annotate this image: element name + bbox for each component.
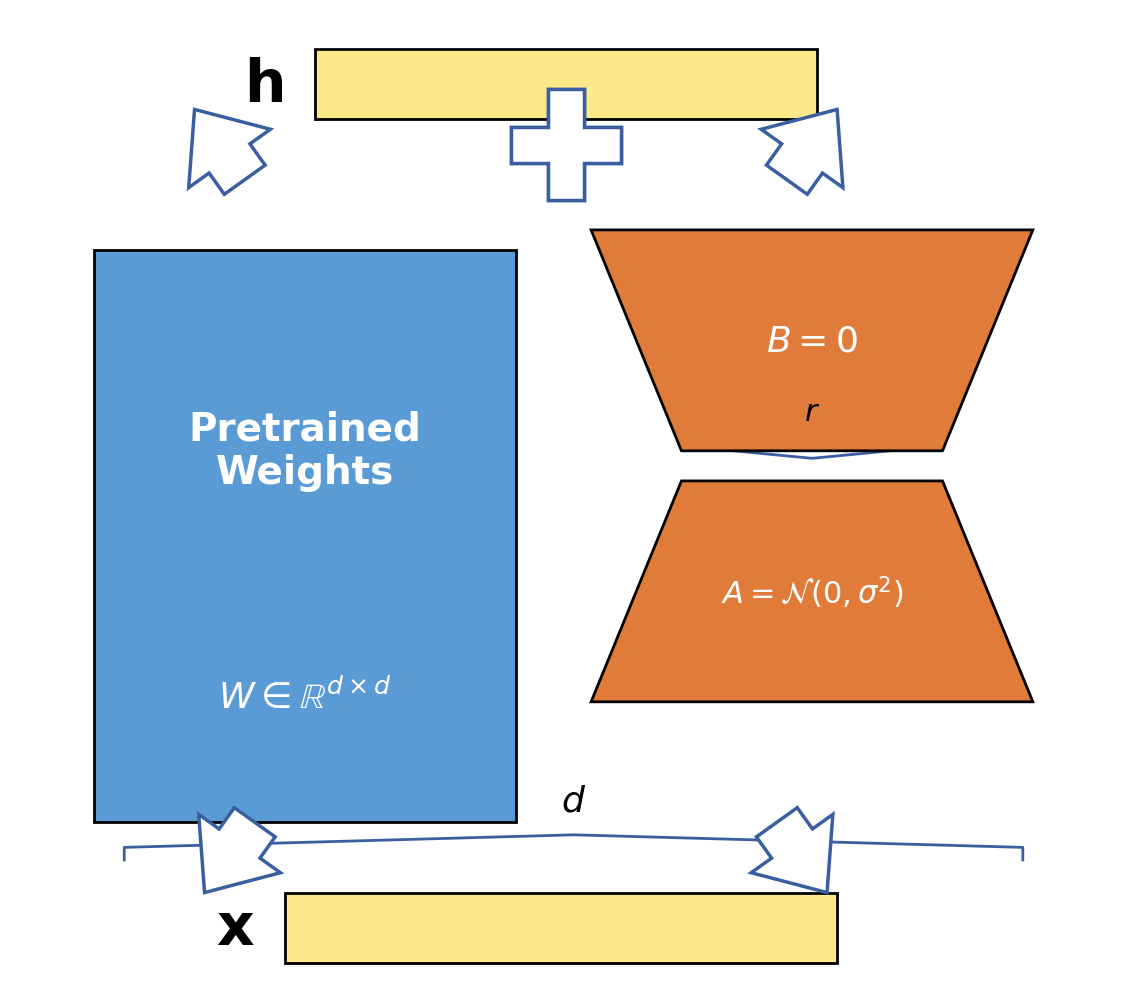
FancyBboxPatch shape	[315, 50, 817, 120]
Text: Pretrained
Weights: Pretrained Weights	[189, 410, 421, 491]
Polygon shape	[591, 481, 1032, 702]
Text: x: x	[216, 900, 254, 956]
Text: $r$: $r$	[804, 397, 820, 426]
Polygon shape	[199, 807, 281, 893]
Text: $B = 0$: $B = 0$	[766, 324, 858, 358]
Polygon shape	[511, 127, 621, 163]
Polygon shape	[761, 110, 843, 196]
Polygon shape	[548, 90, 584, 201]
Text: $W \in \mathbb{R}^{d \times d}$: $W \in \mathbb{R}^{d \times d}$	[218, 678, 392, 715]
Text: $A = \mathcal{N}(0, \sigma^2)$: $A = \mathcal{N}(0, \sigma^2)$	[721, 574, 903, 610]
Polygon shape	[189, 110, 271, 196]
FancyBboxPatch shape	[94, 251, 516, 822]
FancyBboxPatch shape	[285, 893, 837, 963]
Polygon shape	[591, 231, 1032, 451]
Polygon shape	[511, 90, 621, 201]
Polygon shape	[752, 807, 833, 893]
Text: $d$: $d$	[561, 783, 586, 817]
Text: h: h	[245, 57, 285, 113]
